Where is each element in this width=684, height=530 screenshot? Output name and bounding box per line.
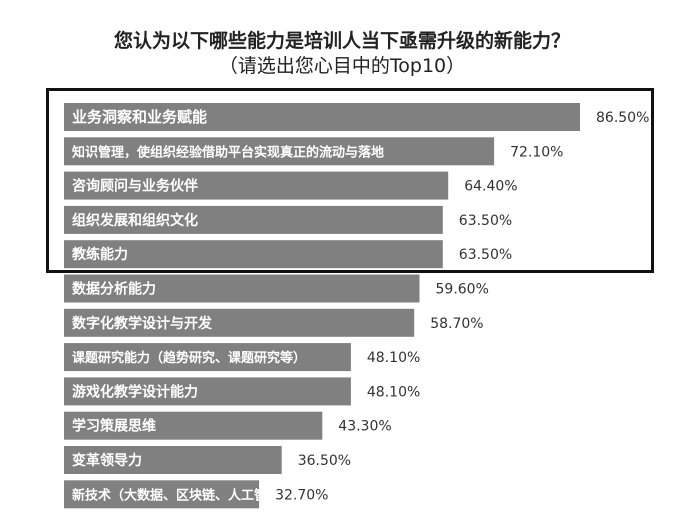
bar-11	[64, 446, 282, 474]
bar-6	[64, 274, 420, 303]
bar-5	[64, 240, 443, 269]
value-label-4: 63.50%	[459, 213, 512, 229]
value-label-3: 64.40%	[464, 179, 517, 195]
value-label-1: 86.50%	[596, 110, 649, 126]
value-label-11: 36.50%	[298, 453, 351, 469]
value-label-12: 32.70%	[275, 487, 328, 503]
bar-label-10: 学习策展思维	[72, 418, 156, 435]
bar-9	[64, 377, 351, 406]
value-label-10: 43.30%	[338, 419, 391, 435]
chart-subtitle: （请选出您心目中的Top10）	[218, 55, 466, 77]
bar-label-12: 新技术（大数据、区块链、人工智能等）融入的能力	[72, 487, 371, 503]
value-label-2: 72.10%	[510, 144, 563, 160]
bar-label-2: 知识管理，使组织经验借助平台实现真正的流动与落地	[72, 144, 384, 160]
chart-title-block: 您认为以下哪些能力是培训人当下亟需升级的新能力？ （请选出您心目中的Top10）	[0, 28, 684, 78]
bar-1	[64, 103, 580, 131]
bar-label-5: 教练能力	[72, 246, 128, 263]
value-label-7: 58.70%	[430, 316, 483, 332]
value-label-9: 48.10%	[367, 384, 420, 400]
bar-label-7: 数字化教学设计与开发	[72, 315, 213, 332]
chart-title: 您认为以下哪些能力是培训人当下亟需升级的新能力？	[113, 30, 570, 52]
bar-label-1: 业务洞察和业务赋能	[72, 108, 207, 126]
bar-label-11: 变革领导力	[72, 452, 142, 469]
value-label-8: 48.10%	[367, 350, 420, 366]
value-label-6: 59.60%	[436, 282, 489, 298]
bar-label-3: 咨询顾问与业务伙伴	[72, 178, 198, 195]
bar-3	[64, 171, 449, 200]
bar-label-4: 组织发展和组织文化	[72, 212, 198, 229]
bar-label-8: 课题研究能力（趋势研究、课题研究等）	[72, 350, 306, 366]
bar-label-6: 数据分析能力	[72, 281, 156, 298]
bar-12	[64, 480, 260, 509]
bar-8	[64, 343, 351, 372]
bar-10	[64, 411, 323, 440]
bar-label-9: 游戏化教学设计能力	[72, 383, 198, 400]
value-label-5: 63.50%	[459, 247, 512, 263]
bar-2	[64, 137, 495, 166]
bar-4	[64, 205, 443, 234]
bar-7	[64, 308, 415, 337]
